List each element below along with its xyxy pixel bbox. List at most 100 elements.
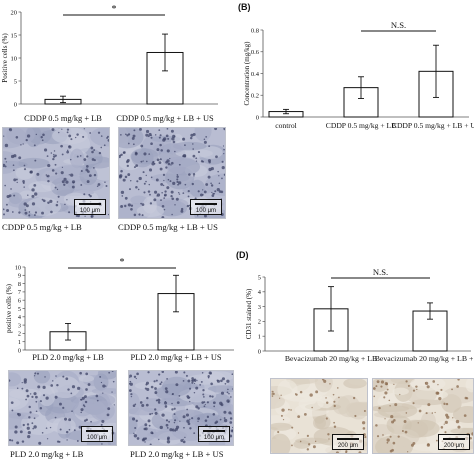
texture-dot [412, 389, 416, 392]
texture-dot [176, 180, 179, 184]
texture-dot [193, 175, 195, 177]
scale-bar: 100 μm [190, 199, 222, 215]
texture-dot [202, 160, 205, 163]
y-tick-label: 10 [15, 264, 21, 271]
texture-dot [3, 135, 5, 137]
texture-dot [208, 161, 211, 164]
texture-dot [173, 413, 176, 416]
texture-dot [174, 419, 177, 422]
texture-dot [169, 180, 172, 183]
texture-dot [333, 400, 336, 403]
texture-dot [80, 408, 84, 412]
texture-dot [70, 173, 74, 177]
texture-dot [165, 419, 169, 422]
texture-dot [97, 183, 101, 186]
texture-dot [56, 201, 59, 203]
texture-dot [183, 371, 186, 374]
texture-dot [427, 443, 430, 446]
texture-dot [208, 371, 212, 375]
texture-dot [10, 401, 14, 405]
texture-dot [226, 391, 229, 394]
texture-dot [97, 131, 101, 134]
texture-dot [192, 148, 195, 150]
texture-dot [63, 183, 66, 186]
x-tick-label: CDDP 0.5 mg/kg + LB [326, 121, 396, 130]
texture-blob [50, 375, 80, 399]
texture-dot [156, 193, 161, 197]
texture-dot [205, 183, 209, 186]
panel-letter-b: (B) [238, 2, 251, 12]
texture-dot [136, 372, 139, 376]
texture-dot [145, 174, 147, 177]
texture-dot [169, 428, 173, 432]
x-tick-label: CDDP 0.5 mg/kg + LB [24, 114, 102, 123]
texture-dot [141, 403, 145, 408]
texture-dot [325, 397, 327, 399]
texture-dot [22, 423, 25, 427]
texture-dot [196, 379, 198, 382]
texture-blob [129, 407, 158, 416]
texture-dot [111, 371, 114, 372]
texture-dot [146, 396, 149, 400]
texture-dot [39, 400, 42, 403]
texture-dot [80, 398, 82, 401]
texture-dot [204, 214, 207, 218]
texture-dot [22, 181, 25, 184]
y-tick-label: 9 [18, 273, 21, 280]
texture-dot [130, 393, 133, 396]
texture-dot [223, 153, 225, 155]
y-tick-label: 0 [14, 101, 17, 108]
texture-dot [23, 378, 27, 382]
y-tick-label: 3 [258, 304, 261, 311]
texture-dot [445, 402, 449, 406]
y-tick-label: 2 [18, 331, 21, 338]
texture-dot [34, 372, 37, 375]
texture-dot [203, 140, 207, 144]
texture-dot [444, 420, 448, 424]
texture-dot [164, 190, 167, 193]
texture-dot [23, 186, 25, 188]
texture-dot [22, 143, 24, 145]
texture-dot [68, 428, 71, 431]
texture-dot [218, 182, 221, 185]
texture-dot [143, 152, 147, 156]
texture-dot [83, 193, 86, 196]
texture-dot [166, 128, 169, 130]
texture-dot [50, 210, 53, 214]
texture-dot [394, 403, 398, 407]
texture-dot [61, 166, 64, 169]
texture-dot [178, 395, 181, 397]
micrograph-caption: PLD 2.0 mg/kg + LB + US [130, 449, 224, 459]
texture-dot [412, 402, 415, 405]
texture-dot [223, 173, 225, 176]
texture-dot [170, 164, 172, 166]
texture-dot [22, 180, 25, 183]
y-tick-label: 0.6 [251, 49, 260, 56]
texture-dot [129, 389, 132, 393]
texture-dot [221, 166, 225, 170]
texture-dot [190, 133, 194, 137]
texture-dot [154, 408, 157, 411]
texture-blob [166, 157, 187, 175]
texture-dot [79, 155, 82, 157]
texture-blob [271, 415, 291, 426]
texture-dot [66, 150, 70, 154]
texture-dot [29, 411, 32, 414]
texture-dot [469, 436, 472, 440]
texture-dot [34, 159, 37, 162]
texture-dot [100, 146, 103, 149]
texture-dot [67, 149, 69, 152]
texture-dot [159, 158, 162, 161]
texture-dot [28, 214, 31, 217]
texture-dot [71, 185, 75, 189]
texture-dot [133, 213, 137, 217]
texture-dot [26, 134, 31, 138]
texture-dot [162, 173, 166, 177]
texture-dot [157, 398, 161, 402]
texture-dot [200, 380, 203, 383]
texture-dot [141, 203, 145, 206]
texture-dot [93, 173, 97, 177]
texture-dot [159, 143, 162, 147]
texture-dot [54, 395, 58, 399]
texture-dot [174, 371, 178, 374]
